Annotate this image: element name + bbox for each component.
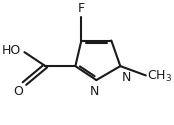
Text: O: O (13, 85, 23, 98)
Text: N: N (90, 85, 100, 98)
Text: HO: HO (2, 44, 21, 58)
Text: N: N (122, 71, 131, 84)
Text: F: F (78, 2, 85, 15)
Text: CH$_3$: CH$_3$ (147, 69, 172, 84)
